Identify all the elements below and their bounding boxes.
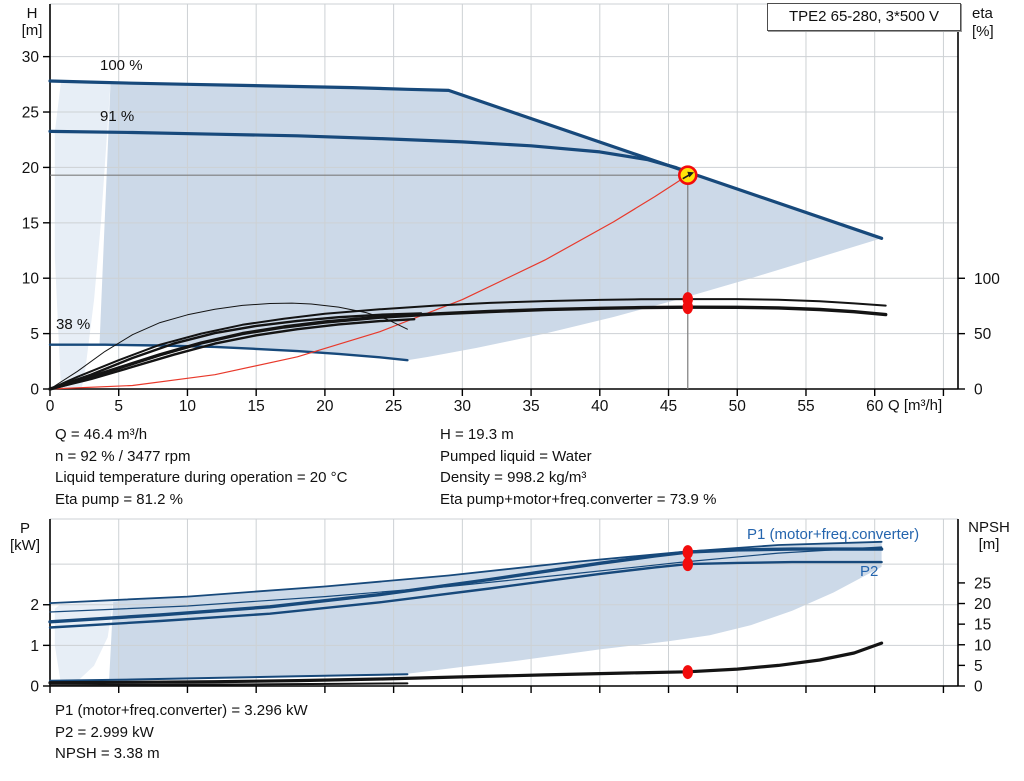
npsh-axis-title-line2: [m] (978, 536, 1000, 553)
info-pumped-liquid: Pumped liquid = Water (440, 447, 592, 465)
info-density: Density = 998.2 kg/m³ (440, 469, 587, 486)
info-eta-pump: Eta pump = 81.2 % (55, 490, 183, 508)
power-envelope-light (54, 601, 114, 684)
left-tick-label: 0 (30, 382, 39, 399)
top-chart: 0 5 10 15 20 25 30 0 50 100 0 5 10 15 20 25 30 35 40 45 50 55… (22, 3, 1000, 415)
top-right-ticks: 0 50 100 (958, 271, 1000, 399)
pump-title-box: TPE2 65-280, 3*500 V (767, 3, 961, 31)
curve-label-p2: P2 (860, 563, 879, 580)
curve-label-38pct: 38 % (56, 316, 91, 333)
npsh-axis-title-line1: NPSH (968, 519, 1010, 536)
left-tick-label: 1 (30, 638, 39, 655)
duty-info-right: H = 19.3 m Pumped liquid = Water Density… (440, 424, 716, 510)
right-tick-label: 15 (974, 617, 991, 634)
x-tick-label: 10 (179, 398, 197, 415)
left-tick-label: 5 (30, 326, 39, 343)
right-tick-label: 50 (974, 326, 992, 343)
info-p1: P1 (motor+freq.converter) = 3.296 kW (55, 702, 308, 719)
left-tick-label: 0 (30, 679, 39, 696)
operating-point-dot (682, 300, 693, 315)
eta-bundle-b-curve (48, 318, 416, 391)
info-flow: Q = 46.4 m³/h (55, 426, 148, 443)
bottom-gridlines (50, 518, 958, 686)
npsh-axis-title: NPSH [m] (958, 519, 1020, 553)
x-tick-label: 25 (385, 398, 402, 415)
curve-label-91pct: 91 % (100, 108, 135, 125)
right-tick-label: 100 (974, 271, 1000, 288)
left-tick-label: 10 (22, 271, 40, 288)
h-axis-title-line2: [m] (21, 22, 43, 39)
info-npsh: NPSH = 3.38 m (55, 745, 160, 762)
h-axis-title: H [m] (14, 5, 50, 39)
operating-point-dot (682, 665, 693, 680)
speed-100pct-curve (48, 79, 884, 240)
p1-duty-speed-curve (48, 547, 884, 624)
p-axis-title-line2: [kW] (10, 537, 40, 554)
q-axis-label: Q [m³/h] (888, 397, 943, 414)
info-p2: P2 = 2.999 kW (55, 723, 154, 741)
info-liquid-temp: Liquid temperature during operation = 20… (55, 469, 348, 486)
p-38pct-curve (49, 673, 409, 682)
p-axis-title: P [kW] (4, 520, 46, 554)
p2-duty-speed-curve (48, 560, 883, 629)
operating-envelope (99, 83, 882, 361)
p-axis-title-line1: P (19, 520, 30, 537)
info-speed: n = 92 % / 3477 rpm (55, 447, 191, 465)
left-tick-label: 25 (22, 105, 39, 122)
left-tick-label: 30 (22, 49, 40, 66)
right-tick-label: 0 (974, 382, 983, 399)
operating-envelope-light (54, 81, 111, 389)
info-head: H = 19.3 m (440, 426, 514, 443)
operating-point-dot (682, 545, 693, 560)
left-tick-label: 15 (22, 215, 39, 232)
right-tick-label: 25 (974, 575, 991, 592)
duty-info-left: Q = 46.4 m³/h n = 92 % / 3477 rpm Liquid… (55, 424, 347, 510)
eta-axis-title-line1: eta (972, 5, 993, 22)
x-tick-label: 55 (797, 398, 814, 415)
bottom-right-ticks: 0 5 10 15 20 25 (958, 575, 992, 696)
eta-bundle-a-curve (48, 312, 423, 391)
x-tick-label: 50 (729, 398, 747, 415)
right-tick-label: 10 (974, 637, 992, 654)
operating-point-dot (682, 557, 693, 572)
right-tick-label: 5 (974, 658, 983, 675)
eta-axis-title: eta [%] (972, 5, 994, 41)
bottom-left-ticks: 0 1 2 (30, 597, 50, 696)
x-tick-label: 60 (866, 398, 884, 415)
left-tick-label: 20 (22, 160, 40, 177)
curve-label-p1: P1 (motor+freq.converter) (747, 526, 920, 543)
eta-axis-title-line2: [%] (972, 23, 994, 40)
top-left-ticks: 0 5 10 15 20 25 30 (22, 49, 50, 399)
right-tick-label: 20 (974, 596, 992, 613)
x-tick-label: 20 (316, 398, 334, 415)
x-tick-label: 30 (454, 398, 472, 415)
curve-label-100pct: 100 % (100, 57, 143, 74)
h-axis-title-line1: H (26, 5, 38, 22)
x-tick-label: 5 (114, 398, 123, 415)
npsh-curve (48, 641, 884, 685)
speed-38pct-curve (48, 343, 409, 362)
duty-point-arrowhead-icon (687, 171, 694, 178)
p1-envelope-top-curve (49, 540, 883, 604)
eta-pump-motor-converter-curve (48, 305, 888, 391)
top-x-ticks: 0 5 10 15 20 25 30 35 40 45 50 55 60 (46, 389, 945, 415)
result-info: P1 (motor+freq.converter) = 3.296 kW P2 … (55, 700, 308, 765)
x-tick-label: 35 (522, 398, 539, 415)
x-tick-label: 0 (46, 398, 55, 415)
x-tick-label: 45 (660, 398, 677, 415)
info-eta-total: Eta pump+motor+freq.converter = 73.9 % (440, 490, 717, 508)
bottom-x-ticks (49, 686, 945, 693)
left-tick-label: 2 (30, 597, 39, 614)
x-tick-label: 40 (591, 398, 609, 415)
speed-91pct-curve (48, 129, 690, 174)
x-tick-label: 15 (248, 398, 265, 415)
right-tick-label: 0 (974, 679, 983, 696)
p2-100pct-curve (49, 546, 883, 613)
eta-pump-curve (49, 298, 887, 390)
npsh-38pct-curve (49, 682, 409, 687)
